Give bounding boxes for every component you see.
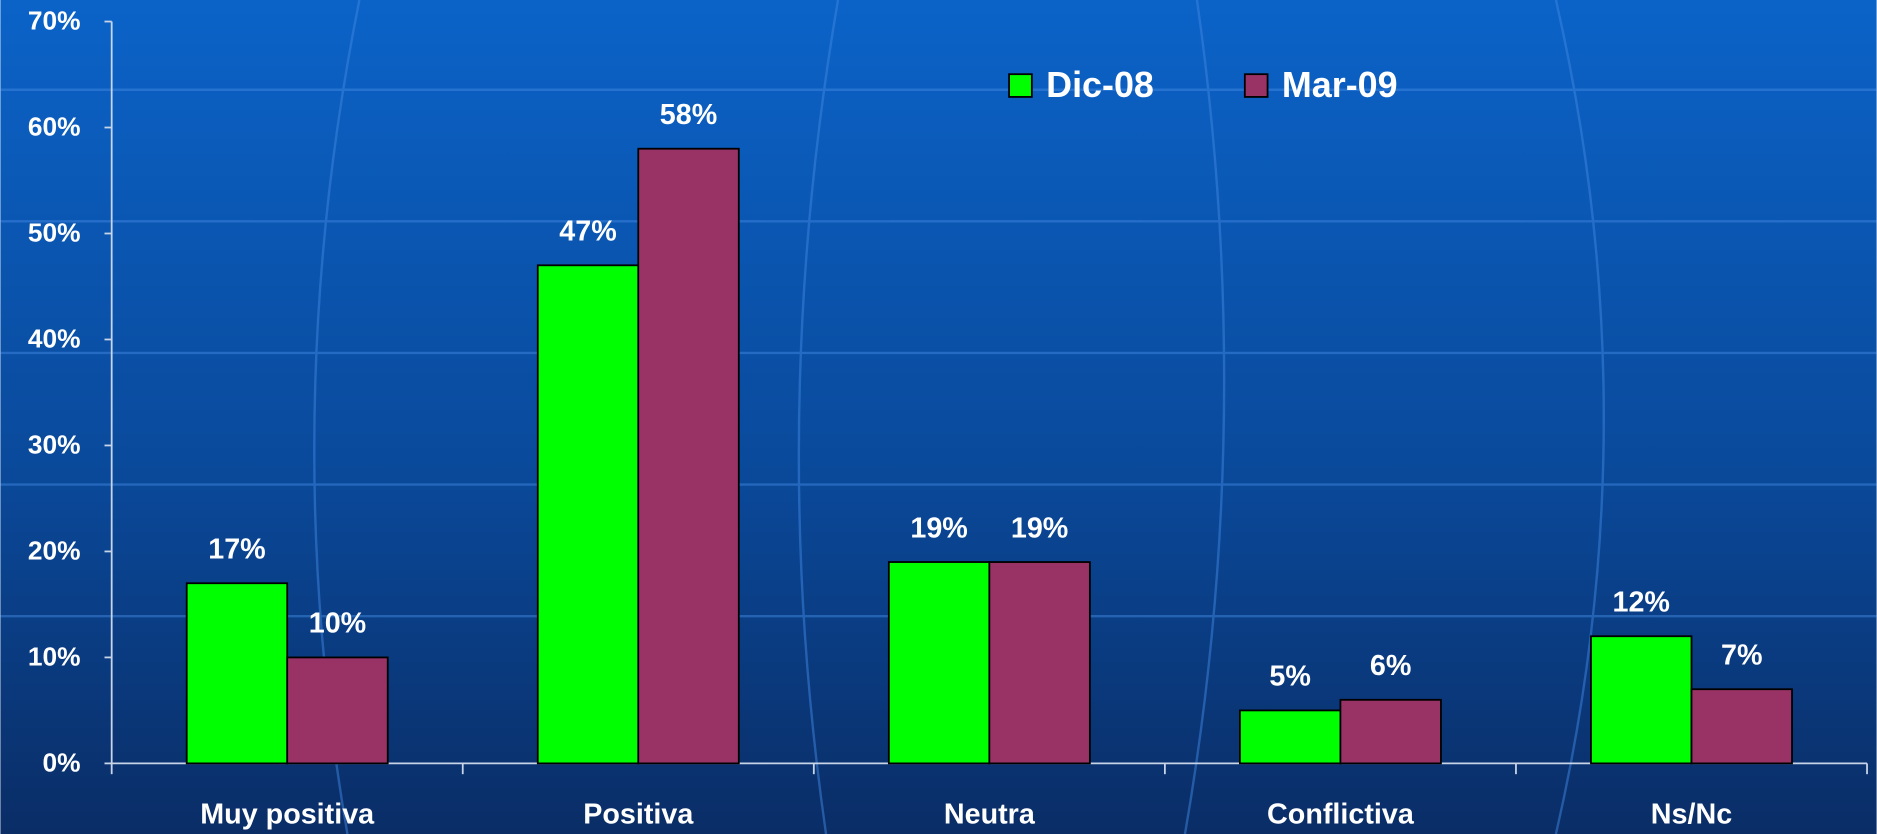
value-label: 5% <box>1269 661 1311 693</box>
y-tick-label: 60% <box>28 112 81 142</box>
value-label: 7% <box>1721 639 1763 671</box>
value-label: 58% <box>660 99 717 131</box>
bar <box>1339 698 1442 765</box>
x-tick-label: Muy positiva <box>200 799 375 831</box>
legend-swatch <box>1243 73 1269 98</box>
y-tick-label: 40% <box>28 324 81 354</box>
value-label: 19% <box>1011 512 1068 544</box>
y-tick-label: 0% <box>43 748 81 778</box>
x-tick-label: Neutra <box>944 799 1036 831</box>
y-tick-label: 20% <box>28 536 81 566</box>
y-tick-label: 50% <box>28 218 81 248</box>
value-label: 47% <box>559 216 616 248</box>
value-label: 12% <box>1613 586 1670 618</box>
bar <box>536 264 640 765</box>
x-tick-label: Positiva <box>583 799 694 831</box>
y-tick-label: 30% <box>28 430 81 460</box>
y-tick-label: 70% <box>28 6 81 36</box>
bar <box>1690 688 1793 765</box>
bar <box>185 582 289 765</box>
value-label: 17% <box>208 534 265 566</box>
legend-swatch <box>1008 73 1033 98</box>
bar <box>1590 635 1693 765</box>
x-tick-label: Ns/Nc <box>1651 799 1732 831</box>
legend-label: Mar-09 <box>1282 65 1398 105</box>
x-tick-label: Conflictiva <box>1267 799 1415 831</box>
bar <box>637 147 740 765</box>
bar <box>286 656 389 765</box>
value-label: 10% <box>309 608 366 640</box>
value-label: 6% <box>1370 650 1412 682</box>
y-tick-label: 10% <box>28 642 81 672</box>
bar <box>988 561 1091 765</box>
legend-label: Dic-08 <box>1046 65 1154 105</box>
value-label: 19% <box>910 512 967 544</box>
bar <box>1239 709 1342 765</box>
bar <box>887 561 991 765</box>
